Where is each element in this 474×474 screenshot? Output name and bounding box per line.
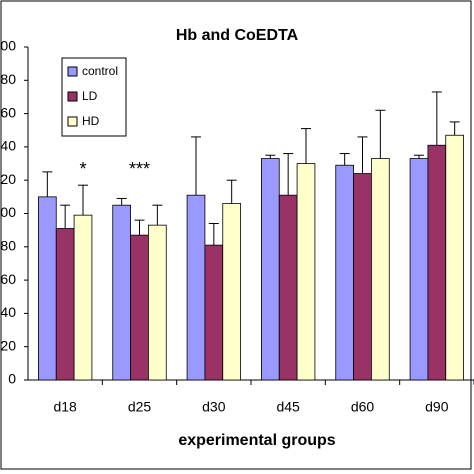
bar [148,224,167,381]
bar [130,234,149,381]
y-tick-label: 60 [0,271,16,287]
bar [371,158,390,381]
chart-title: Hb and CoEDTA [176,27,299,44]
x-tick-label: d45 [276,399,300,415]
legend-swatch [67,116,78,127]
x-tick-label: d18 [53,399,77,415]
x-tick-label: d90 [425,399,449,415]
bar [335,164,354,381]
bar [186,194,206,381]
annotation: * [79,159,86,179]
bar [353,173,372,381]
bar [222,203,241,381]
bar [445,134,464,381]
y-tick-label: 20 [0,337,16,353]
annotation: *** [129,159,150,179]
y-tick-label: 100 [0,204,16,220]
bar [261,158,280,381]
bar [112,204,131,381]
y-tick-label: 120 [0,171,16,187]
legend-swatch [67,66,78,77]
x-tick-label: d30 [202,399,226,415]
y-tick-label: 0 [8,371,16,387]
bar [55,228,75,381]
legend-label: LD [82,89,98,103]
bar [427,144,447,381]
legend-label: HD [82,114,100,128]
bar [296,163,316,381]
bar [38,196,57,381]
x-tick-label: d60 [351,399,375,415]
y-tick-label: 180 [0,71,16,87]
y-tick-label: 140 [0,138,16,154]
y-tick-label: 160 [0,104,16,120]
y-tick-label: 80 [0,238,16,254]
legend-label: control [82,64,118,78]
bar [409,158,429,381]
x-tick-label: d25 [128,399,152,415]
bar [278,194,298,381]
legend-swatch [67,91,78,102]
bar [204,244,224,381]
y-tick-label: 200 [0,38,16,54]
y-tick-label: 40 [0,304,16,320]
x-axis-label: experimental groups [178,432,335,449]
bar [73,214,93,381]
